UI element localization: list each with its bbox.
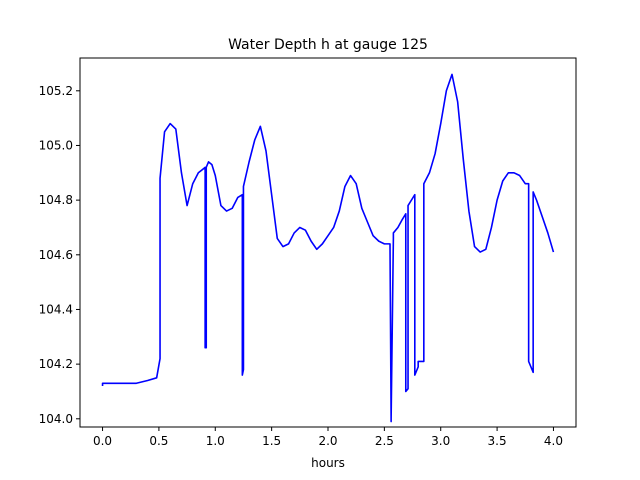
x-tick-label: 2.0 [318,434,337,448]
y-tick-label: 104.4 [39,302,73,316]
y-tick-label: 104.8 [39,193,73,207]
x-axis-ticks: 0.0 0.5 1.0 1.5 2.0 2.5 3.0 3.5 4.0 [93,427,563,448]
x-tick-label: 0.0 [93,434,112,448]
axes-frame [79,57,577,428]
series-line-0 [101,73,555,423]
x-tick-label: 1.0 [206,434,225,448]
y-tick-label: 104.6 [39,248,73,262]
y-tick-label: 105.0 [39,138,73,152]
x-tick-label: 1.5 [262,434,281,448]
chart-title: Water Depth h at gauge 125 [228,37,428,53]
x-tick-label: 0.5 [149,434,168,448]
x-axis-label: hours [311,456,345,470]
y-axis-ticks: 104.0 104.2 104.4 104.6 104.8 105.0 105.2 [39,84,80,426]
y-tick-label: 104.2 [39,357,73,371]
x-tick-label: 4.0 [544,434,563,448]
y-tick-label: 104.0 [39,412,73,426]
plot-area [101,73,555,423]
y-tick-label: 105.2 [39,84,73,98]
x-tick-label: 2.5 [375,434,394,448]
x-tick-label: 3.5 [488,434,507,448]
x-tick-label: 3.0 [431,434,450,448]
